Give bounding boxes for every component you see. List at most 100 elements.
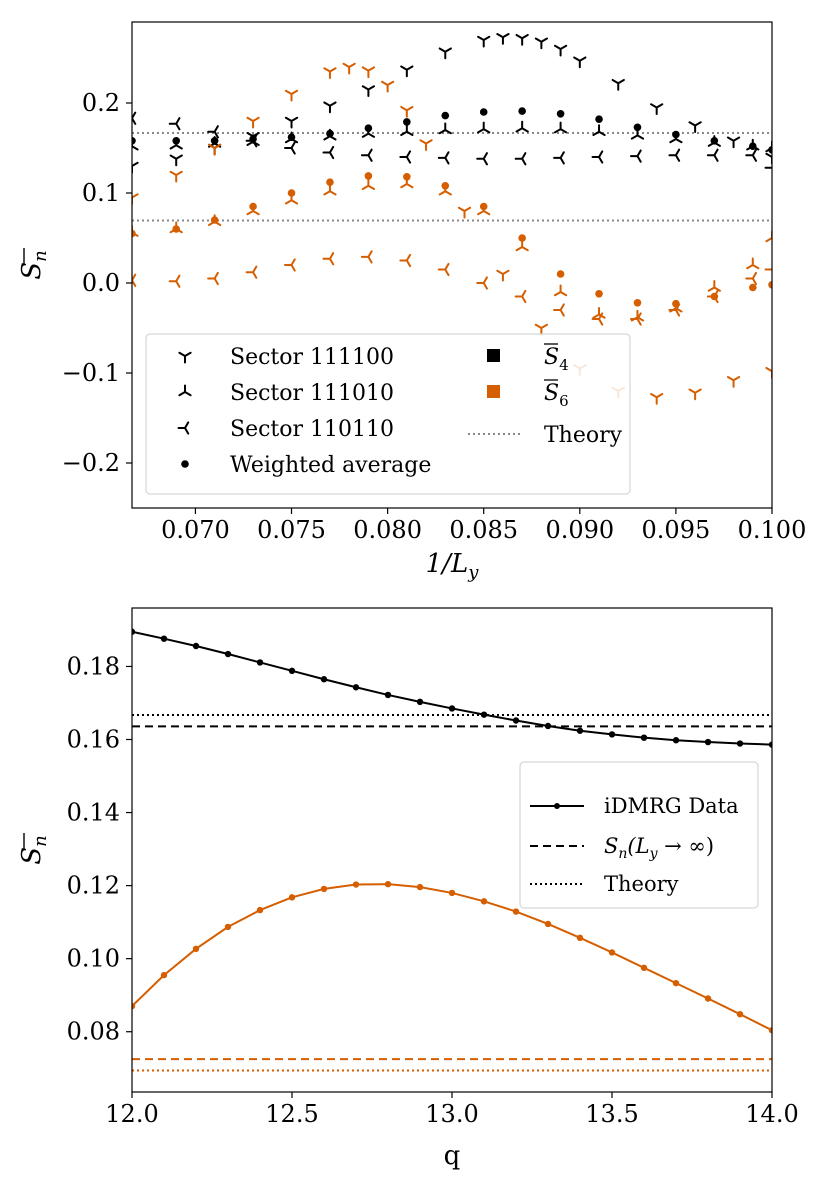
x-tick-label-6: 0.100 <box>738 516 807 544</box>
marker-s2-p14 <box>668 148 681 162</box>
series-point-0-10 <box>448 705 456 712</box>
y-tick-label-5: 0.18 <box>67 652 120 680</box>
y-tick-label-1: −0.1 <box>62 359 120 387</box>
marker-s2-p1 <box>168 117 181 131</box>
marker-s6-p13 <box>629 312 642 326</box>
data-series <box>132 628 772 1034</box>
series-point-0-6 <box>320 676 328 683</box>
marker-s2-p15 <box>706 148 719 162</box>
marker-s6-p8 <box>437 262 450 277</box>
marker-s7-p14 <box>672 299 680 308</box>
marker-s4-p19 <box>765 366 772 379</box>
marker-s6-p4 <box>284 258 296 272</box>
series-point-0-19 <box>736 740 744 747</box>
marker-s0-p4 <box>284 116 299 129</box>
marker-s0-p5 <box>323 101 337 114</box>
marker-s4-p1 <box>169 170 183 183</box>
legend-marker-3 <box>181 460 189 468</box>
series-point-1-11 <box>480 898 488 905</box>
marker-s1-p0 <box>132 138 139 151</box>
series-point-1-17 <box>672 979 680 987</box>
y-tick-label-4: 0.2 <box>82 89 120 117</box>
marker-s4-p13 <box>534 323 548 336</box>
marker-s1-p7 <box>400 124 414 137</box>
y-tick-label-0: 0.08 <box>67 1018 120 1046</box>
legend-box <box>519 761 759 909</box>
marker-s7-p2 <box>210 216 219 224</box>
marker-s3-p5 <box>326 129 334 138</box>
marker-s7-p4 <box>287 189 296 197</box>
series-point-0-13 <box>544 722 552 730</box>
marker-s0-p13 <box>553 44 568 57</box>
series-point-1-2 <box>192 945 200 953</box>
marker-s2-p5 <box>322 145 335 160</box>
marker-s0-p11 <box>515 33 529 46</box>
series-point-0-11 <box>480 711 488 718</box>
series-point-0-7 <box>352 684 360 691</box>
marker-s4-p12 <box>496 269 510 282</box>
marker-s3-p16 <box>748 142 757 150</box>
y-axis-label: Sn <box>17 835 51 864</box>
marker-s4-p6 <box>342 62 356 75</box>
x-tick-label-2: 0.080 <box>353 516 422 544</box>
series-point-0-4 <box>256 659 264 666</box>
series-point-0-14 <box>576 727 584 734</box>
y-tick-label-3: 0.14 <box>67 799 120 827</box>
x-tick-label-3: 0.085 <box>449 516 518 544</box>
series-point-1-15 <box>608 949 616 956</box>
series-point-0-20 <box>768 741 772 748</box>
marker-s4-p9 <box>400 105 414 118</box>
marker-s7-p12 <box>595 290 603 298</box>
y-axis-label: Sn <box>17 250 51 279</box>
series-point-0-5 <box>288 667 296 675</box>
marker-s4-p18 <box>726 375 741 388</box>
marker-s6-p10 <box>514 289 527 304</box>
marker-s1-p11 <box>553 121 568 134</box>
legend-marker-2 <box>177 421 190 435</box>
series-point-0-9 <box>416 698 424 706</box>
x-axis-label: 1/Ly <box>426 549 480 583</box>
top-chart: 0.070 0.075 0.080 0.085 0.090 0.095 0.100 −0.2… <box>17 21 807 583</box>
marker-s2-p2 <box>207 125 219 139</box>
marker-s6-p11 <box>553 303 565 317</box>
marker-s6-p7 <box>399 253 412 268</box>
legend-marker-s4 <box>487 349 500 362</box>
marker-s6-p0 <box>132 273 137 287</box>
legend-dot-idmrg <box>554 803 560 809</box>
series-point-1-18 <box>704 995 712 1002</box>
series-point-1-14 <box>576 934 584 942</box>
marker-s3-p3 <box>249 135 257 143</box>
marker-s2-p4 <box>284 141 296 155</box>
series-point-1-12 <box>512 908 520 915</box>
x-tick-label-0: 0.070 <box>161 516 230 544</box>
marker-s7-p15 <box>710 292 719 301</box>
legend-label-sector-111010: Sector 111010 <box>230 381 394 406</box>
marker-s3-p13 <box>633 123 642 132</box>
series-point-1-5 <box>288 894 296 901</box>
marker-s2-p0 <box>132 111 137 125</box>
marker-s0-p9 <box>477 35 491 48</box>
x-tick-label-0: 12.0 <box>105 1100 158 1128</box>
marker-s2-p6 <box>360 148 373 162</box>
series-point-1-7 <box>352 881 360 888</box>
marker-s4-p7 <box>361 66 376 79</box>
marker-s5-p6 <box>361 178 376 191</box>
series-point-1-8 <box>384 880 392 888</box>
x-tick-label-4: 0.090 <box>545 516 614 544</box>
marker-s2-p13 <box>629 149 642 163</box>
legend-marker-s6 <box>487 385 500 398</box>
marker-s7-p11 <box>556 270 565 278</box>
x-tick-label-5: 0.095 <box>642 516 711 544</box>
marker-s2-p11 <box>553 151 565 165</box>
marker-s4-p16 <box>650 393 664 405</box>
marker-s7-p10 <box>518 234 526 242</box>
marker-s3-p0 <box>132 137 136 145</box>
legend-marker-0 <box>178 351 192 364</box>
marker-s3-p11 <box>556 110 565 118</box>
marker-s2-p9 <box>476 152 488 166</box>
series-point-1-10 <box>448 889 456 897</box>
series-point-1-16 <box>640 964 648 972</box>
marker-s0-p8 <box>438 47 452 60</box>
marker-s4-p8 <box>380 80 395 93</box>
